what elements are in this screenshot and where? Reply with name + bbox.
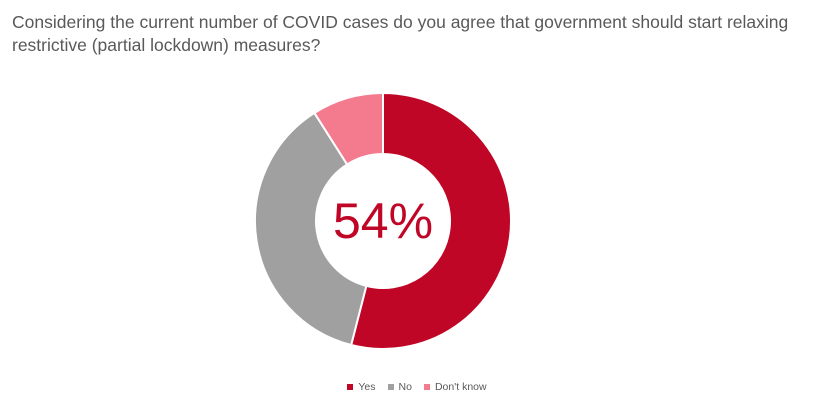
legend-swatch — [387, 384, 394, 390]
slice-don-t-know — [313, 91, 384, 166]
legend-swatch — [347, 384, 354, 390]
legend-label: No — [398, 381, 412, 393]
slice-yes — [349, 91, 512, 350]
legend-label: Yes — [358, 381, 376, 393]
legend-swatch — [423, 384, 430, 390]
slice-no — [254, 111, 368, 347]
center-label: 54% — [333, 193, 433, 249]
legend-item-yes: Yes — [347, 381, 376, 393]
legend-item-don-t-know: Don't know — [423, 381, 487, 393]
legend-label: Don't know — [434, 381, 487, 393]
legend: Yes No Don't know — [0, 381, 834, 393]
chart-title: Considering the current number of COVID … — [12, 12, 789, 55]
legend-item-no: No — [387, 381, 412, 393]
donut-slices — [254, 91, 512, 350]
